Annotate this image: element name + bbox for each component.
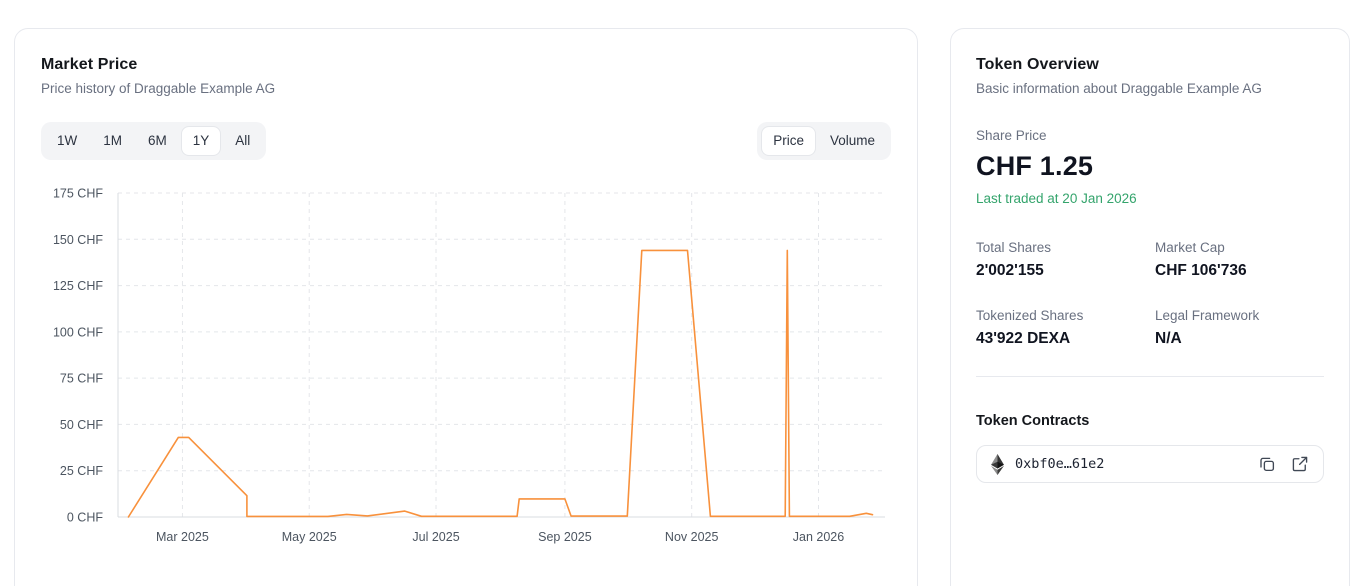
- toggle-button-price[interactable]: Price: [761, 126, 816, 156]
- token-stats-grid: Total Shares 2'002'155 Market Cap CHF 106'7…: [976, 240, 1324, 348]
- range-button-1w[interactable]: 1W: [45, 126, 89, 156]
- chart-controls: 1W 1M 6M 1Y All Price Volume: [41, 122, 891, 160]
- x-axis-label: Nov 2025: [665, 530, 719, 544]
- x-axis-label: Jan 2026: [793, 530, 844, 544]
- contract-address: 0xbf0e…61e2: [1015, 456, 1105, 472]
- share-price-label: Share Price: [976, 128, 1047, 143]
- x-axis-label: Mar 2025: [156, 530, 209, 544]
- time-range-selector: 1W 1M 6M 1Y All: [41, 122, 267, 160]
- x-axis-label: Jul 2025: [412, 530, 459, 544]
- stat-tokenized-shares: Tokenized Shares 43'922 DEXA: [976, 308, 1155, 348]
- x-axis-label: Sep 2025: [538, 530, 592, 544]
- market-price-card: Market Price Price history of Draggable …: [14, 28, 918, 586]
- y-axis-label: 50 CHF: [60, 418, 103, 432]
- stat-value: N/A: [1155, 330, 1182, 347]
- stat-legal-framework: Legal Framework N/A: [1155, 308, 1324, 348]
- x-axis-label: May 2025: [282, 530, 337, 544]
- stat-total-shares: Total Shares 2'002'155: [976, 240, 1155, 280]
- price-chart: Mar 2025 May 2025 Jul 2025 Sep 2025 Nov 2025…: [41, 182, 891, 554]
- y-axis-label: 0 CHF: [67, 511, 103, 525]
- market-price-subtitle: Price history of Draggable Example AG: [41, 81, 276, 96]
- range-button-6m[interactable]: 6M: [136, 126, 179, 156]
- toggle-button-volume[interactable]: Volume: [818, 126, 887, 156]
- stat-label: Total Shares: [976, 240, 1052, 255]
- stat-market-cap: Market Cap CHF 106'736: [1155, 240, 1324, 280]
- price-series-line: [127, 249, 874, 518]
- copy-icon[interactable]: [1258, 455, 1276, 473]
- market-price-title: Market Price: [41, 56, 138, 73]
- stat-value: 2'002'155: [976, 262, 1044, 279]
- section-divider: [976, 376, 1324, 377]
- y-axis-label: 125 CHF: [53, 279, 103, 293]
- range-button-all[interactable]: All: [223, 126, 262, 156]
- token-overview-card: Token Overview Basic information about D…: [950, 28, 1350, 586]
- ethereum-icon: [991, 453, 1004, 475]
- token-contracts-title: Token Contracts: [976, 413, 1090, 429]
- y-axis-label: 100 CHF: [53, 325, 103, 339]
- y-axis-label: 150 CHF: [53, 233, 103, 247]
- y-axis-label: 75 CHF: [60, 372, 103, 386]
- price-line-chart: Mar 2025 May 2025 Jul 2025 Sep 2025 Nov 2025…: [53, 187, 885, 544]
- last-traded-status: Last traded at 20 Jan 2026: [976, 191, 1137, 206]
- external-link-icon[interactable]: [1291, 455, 1309, 473]
- stat-label: Legal Framework: [1155, 308, 1260, 323]
- stat-label: Market Cap: [1155, 240, 1225, 255]
- y-axis-label: 175 CHF: [53, 187, 103, 201]
- stat-value: CHF 106'736: [1155, 262, 1247, 279]
- range-button-1y[interactable]: 1Y: [180, 126, 222, 156]
- share-price-value: CHF 1.25: [976, 151, 1094, 181]
- stat-label: Tokenized Shares: [976, 308, 1084, 323]
- token-overview-subtitle: Basic information about Draggable Exampl…: [976, 81, 1262, 96]
- stat-value: 43'922 DEXA: [976, 330, 1071, 347]
- range-button-1m[interactable]: 1M: [91, 126, 134, 156]
- y-axis-label: 25 CHF: [60, 464, 103, 478]
- token-overview-title: Token Overview: [976, 56, 1099, 73]
- contract-row: 0xbf0e…61e2: [976, 445, 1324, 483]
- price-volume-toggle: Price Volume: [757, 122, 891, 160]
